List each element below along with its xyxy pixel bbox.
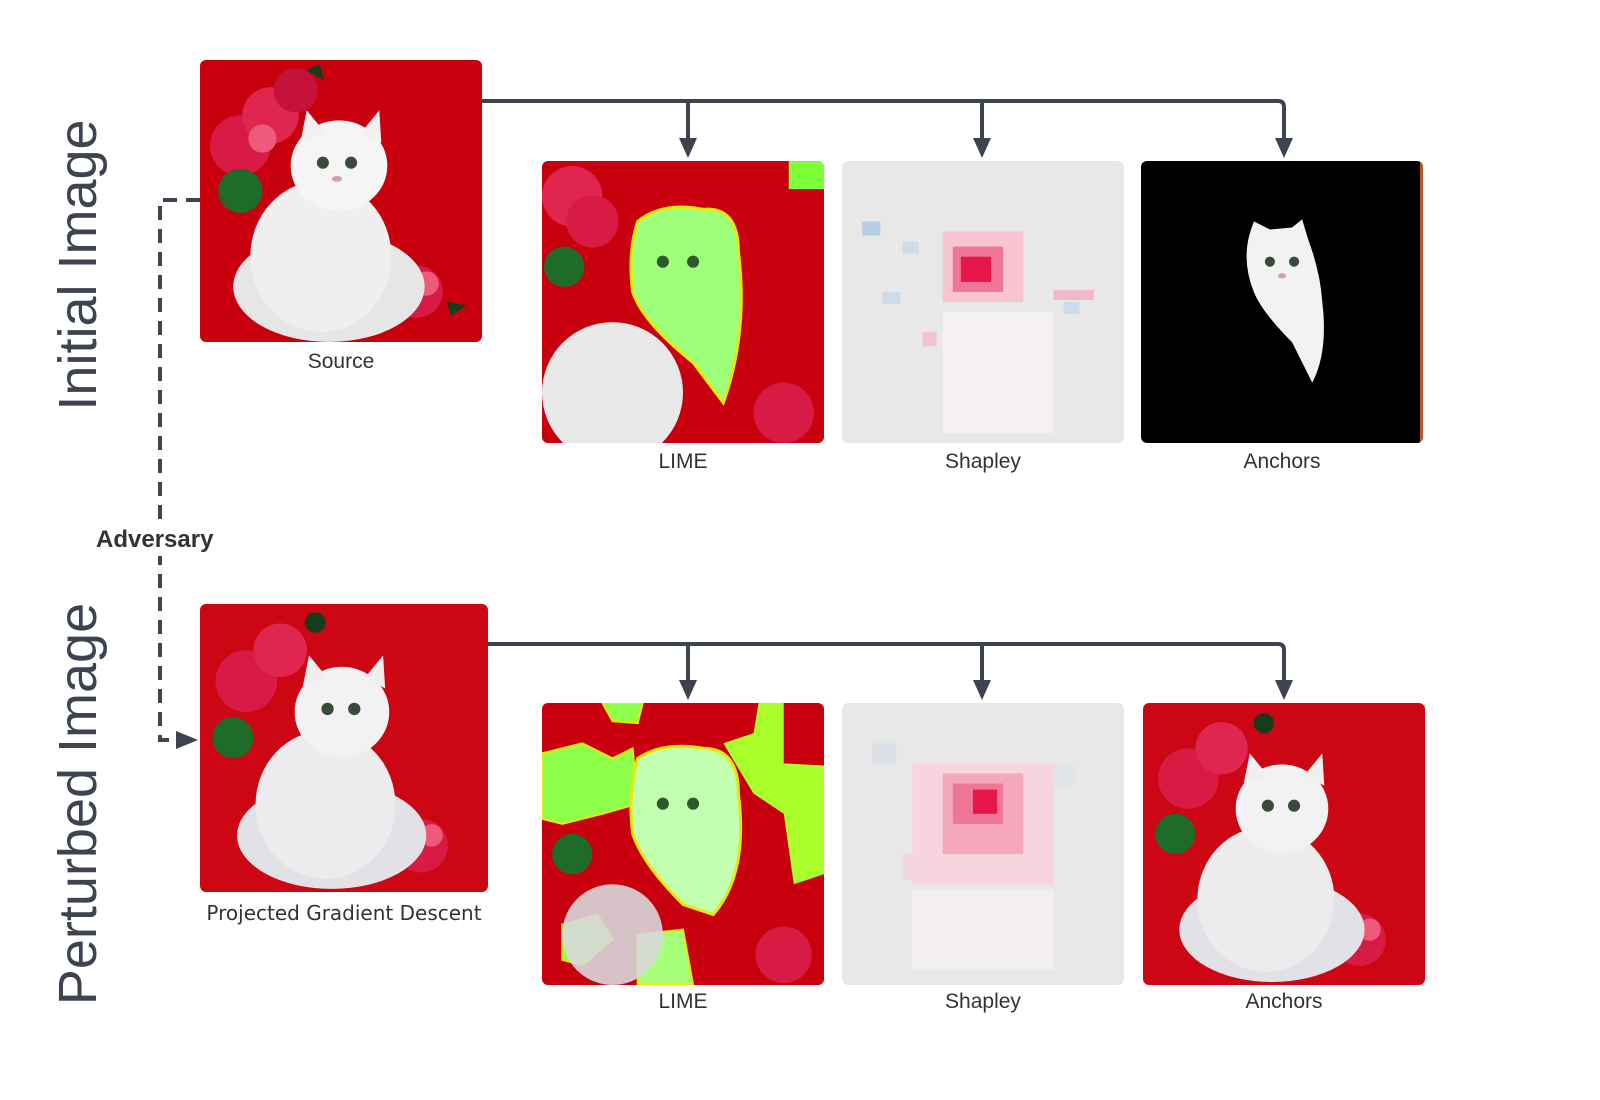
- top-anchors-caption: Anchors: [1243, 450, 1321, 473]
- top-lime-caption: LIME: [658, 450, 708, 473]
- cat: [233, 110, 425, 342]
- bottom-anchors-image: [1143, 703, 1425, 985]
- arrowhead-top-anchors: [1275, 138, 1293, 158]
- arrowhead-bottom-lime: [679, 680, 697, 700]
- arrowhead-top-shapley: [973, 138, 991, 158]
- arrowhead-top-lime: [679, 138, 697, 158]
- top-anchors-image: [1141, 161, 1423, 443]
- arrowhead-bottom-shapley: [973, 680, 991, 700]
- adversary-dashed-line: [158, 198, 200, 742]
- source-image: [200, 60, 482, 342]
- bottom-lime-image: [542, 703, 824, 985]
- source-caption: Source: [307, 350, 375, 373]
- pgd-caption: Projected Gradient Descent: [206, 901, 482, 925]
- top-branch-line: [472, 99, 1286, 138]
- top-lime-image: [542, 161, 824, 443]
- bottom-lime-caption: LIME: [658, 990, 708, 1013]
- adversary-label: Adversary: [96, 524, 214, 556]
- top-shapley-image: [842, 161, 1124, 443]
- perturbed-source-image: [200, 604, 488, 892]
- top-shapley-caption: Shapley: [945, 450, 1021, 473]
- arrowhead-bottom-anchors: [1275, 680, 1293, 700]
- bottom-anchors-caption: Anchors: [1245, 990, 1323, 1013]
- bottom-branch-line: [478, 642, 1286, 682]
- bottom-shapley-caption: Shapley: [945, 990, 1021, 1013]
- bottom-shapley-image: [842, 703, 1124, 985]
- arrowhead-adversary: [176, 731, 198, 749]
- rose-cluster: [210, 64, 324, 214]
